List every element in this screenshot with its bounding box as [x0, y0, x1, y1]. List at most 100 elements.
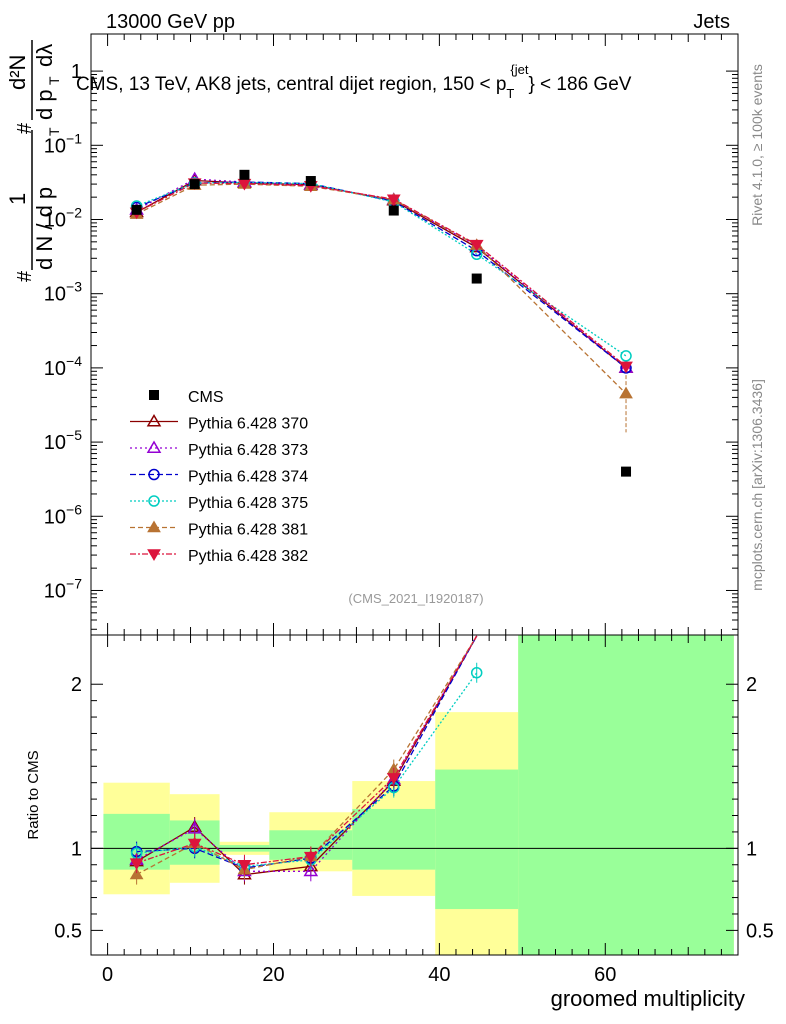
cms-point-3: [305, 176, 316, 187]
ratio-5-point-3: [303, 851, 318, 864]
legend-marker-5: [147, 549, 161, 561]
y-label-sub-t2: T: [46, 76, 62, 85]
y-tick-label-7: 10−7: [44, 575, 82, 602]
series-3: [130, 176, 632, 362]
chart-title-sup: {jet: [510, 62, 528, 77]
series-line-2: [136, 181, 627, 369]
series-line-3: [136, 181, 627, 357]
legend-marker-1: [146, 440, 162, 453]
legend-label-cms: CMS: [188, 389, 224, 406]
series-line-4: [136, 183, 627, 395]
header-right: Jets: [693, 11, 730, 33]
chart-title: CMS, 13 TeV, AK8 jets, central dijet reg…: [76, 62, 632, 101]
ratio-series-5: [129, 635, 478, 875]
legend-marker-0: [146, 414, 162, 427]
series-layer: [129, 169, 634, 885]
y-label-frac1-num: 1: [5, 193, 30, 205]
uncertainty-bands: [103, 635, 734, 955]
series-4: [129, 177, 633, 399]
x-tick-label-3: 60: [594, 964, 616, 986]
legend-label-4: Pythia 6.428 381: [188, 522, 308, 539]
series-5-point-5: [469, 239, 484, 252]
ratio-1-point-3: [303, 863, 319, 877]
ratio-line-5: [136, 635, 478, 866]
ratio-tick-label-0: 0.5: [54, 920, 82, 942]
y-axis-label: 1 d N / d p T d²N d p T dλ # #: [5, 40, 62, 282]
ratio-y-label: Ratio to CMS: [25, 750, 42, 839]
chart-title-main: CMS, 13 TeV, AK8 jets, central dijet reg…: [76, 74, 506, 95]
y-label-frac1-den: d N / d p: [32, 187, 57, 270]
axes: 0 20 40 60 1 10−1 10−2 10−3 10−4 10−5 10−6 10−7 0.5 0…: [44, 34, 774, 986]
y-label-frac2-den: d p: [32, 89, 57, 120]
y-label-sub-t1: T: [46, 127, 62, 136]
chart-title-end: } < 186 GeV: [528, 74, 631, 95]
cms-series: [131, 169, 632, 477]
series-5-point-6: [619, 361, 633, 374]
rivet-label: Rivet 4.1.0, ≥ 100k events: [749, 64, 765, 226]
band-green-6: [518, 635, 734, 955]
legend-label-5: Pythia 6.428 382: [188, 548, 308, 565]
legend-marker-2: [148, 468, 160, 481]
legend-marker-cms: [149, 390, 159, 400]
x-tick-label-2: 40: [428, 964, 450, 986]
y-tick-label-5: 10−5: [44, 427, 82, 454]
cms-point-5: [471, 273, 482, 284]
ratio-tick-label-r-2: 2: [746, 674, 757, 696]
legend-label-1: Pythia 6.428 373: [188, 442, 308, 459]
ratio-3-point-5: [470, 666, 483, 679]
series-5: [129, 178, 633, 374]
ratio-4-point-0: [129, 867, 144, 880]
ratio-5-point-4: [386, 773, 401, 785]
series-4-point-6: [619, 386, 633, 399]
legend-marker-4: [147, 520, 161, 533]
header-left: 13000 GeV pp: [106, 11, 235, 33]
y-tick-label-3: 10−3: [44, 279, 82, 306]
y-tick-label-6: 10−6: [44, 501, 82, 528]
y-label-frac2-num: d²N: [5, 55, 30, 90]
series-3-point-6: [620, 350, 632, 362]
series-2: [130, 176, 632, 374]
legend-label-2: Pythia 6.428 374: [188, 469, 308, 486]
y-tick-label-1: 10−1: [44, 130, 82, 157]
main-plot-frame: [90, 33, 739, 636]
x-axis-label: groomed multiplicity: [551, 986, 745, 1011]
legend-marker-3: [148, 495, 160, 507]
y-label-frac2-tail: dλ: [32, 44, 57, 67]
y-label-hash-1: #: [14, 270, 36, 282]
band-green-5: [435, 769, 519, 910]
series-0: [129, 173, 634, 373]
ratio-5-point-1: [187, 838, 202, 851]
legend-label-0: Pythia 6.428 370: [188, 416, 308, 433]
ratio-tick-label-2: 2: [71, 674, 82, 696]
ratio-tick-label-1: 1: [71, 838, 82, 860]
cms-point-1: [189, 179, 200, 190]
series-line-5: [136, 182, 627, 367]
y-tick-label-2: 10−2: [44, 204, 82, 231]
band-green-4: [352, 808, 436, 870]
series-line-0: [136, 179, 627, 369]
watermark: (CMS_2021_I1920187): [348, 591, 483, 606]
series-5-point-4: [386, 194, 401, 207]
y-label-hash-2: #: [14, 122, 36, 134]
legend-label-3: Pythia 6.428 375: [188, 495, 308, 512]
cms-point-6: [621, 466, 632, 477]
legend: CMS Pythia 6.428 370 Pythia 6.428 373 Pythi…: [130, 389, 308, 565]
mcplots-label: mcplots.cern.ch [arXiv:1306.3436]: [749, 379, 765, 591]
ratio-line-0: [136, 635, 478, 876]
series-1: [129, 171, 634, 373]
series-line-1: [136, 178, 627, 369]
ratio-1-point-1: [187, 821, 202, 834]
ratio-5-point-2: [237, 860, 252, 872]
cms-point-4: [388, 205, 399, 216]
ratio-tick-label-r-0: 0.5: [746, 920, 774, 942]
cms-point-2: [239, 169, 250, 180]
ratio-plot-frame: [90, 634, 739, 956]
y-tick-label-0: 1: [71, 61, 82, 83]
cms-point-0: [131, 204, 142, 215]
chart-title-sub: T: [506, 86, 514, 101]
ratio-line-4: [136, 635, 478, 876]
x-tick-label-1: 20: [262, 964, 284, 986]
ratio-5-point-0: [129, 858, 144, 871]
x-tick-label-0: 0: [102, 964, 113, 986]
